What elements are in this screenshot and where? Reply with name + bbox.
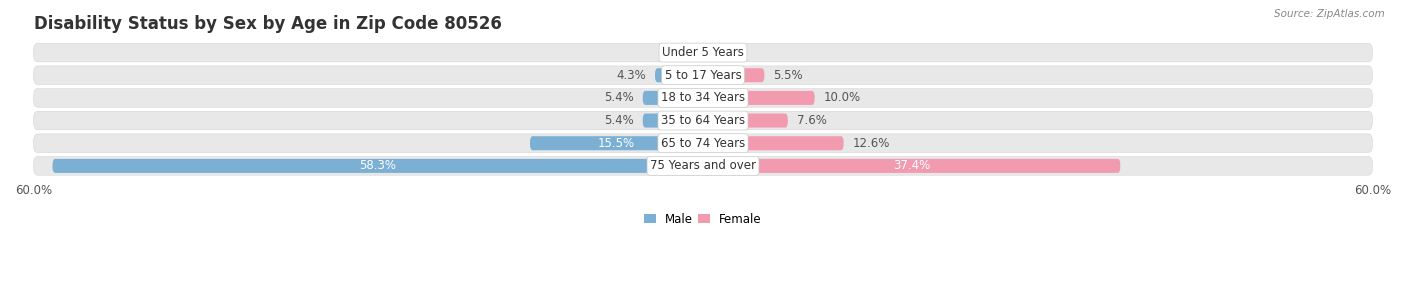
Text: 18 to 34 Years: 18 to 34 Years bbox=[661, 92, 745, 104]
FancyBboxPatch shape bbox=[52, 159, 703, 173]
FancyBboxPatch shape bbox=[34, 66, 1372, 85]
Text: 65 to 74 Years: 65 to 74 Years bbox=[661, 137, 745, 150]
FancyBboxPatch shape bbox=[655, 68, 703, 82]
FancyBboxPatch shape bbox=[703, 159, 1121, 173]
Legend: Male, Female: Male, Female bbox=[640, 208, 766, 230]
Text: 5.5%: 5.5% bbox=[773, 69, 803, 82]
FancyBboxPatch shape bbox=[643, 113, 703, 128]
Text: 7.6%: 7.6% bbox=[797, 114, 827, 127]
FancyBboxPatch shape bbox=[703, 113, 787, 128]
Text: 5.4%: 5.4% bbox=[605, 114, 634, 127]
FancyBboxPatch shape bbox=[34, 111, 1372, 130]
Text: 0.0%: 0.0% bbox=[665, 46, 695, 59]
Text: 35 to 64 Years: 35 to 64 Years bbox=[661, 114, 745, 127]
FancyBboxPatch shape bbox=[530, 136, 703, 150]
Text: 58.3%: 58.3% bbox=[360, 159, 396, 172]
FancyBboxPatch shape bbox=[34, 43, 1372, 62]
Text: 75 Years and over: 75 Years and over bbox=[650, 159, 756, 172]
FancyBboxPatch shape bbox=[703, 68, 765, 82]
FancyBboxPatch shape bbox=[34, 157, 1372, 175]
Text: Disability Status by Sex by Age in Zip Code 80526: Disability Status by Sex by Age in Zip C… bbox=[34, 15, 502, 33]
FancyBboxPatch shape bbox=[703, 91, 814, 105]
Text: 0.0%: 0.0% bbox=[711, 46, 741, 59]
Text: Under 5 Years: Under 5 Years bbox=[662, 46, 744, 59]
FancyBboxPatch shape bbox=[34, 134, 1372, 153]
Text: 15.5%: 15.5% bbox=[598, 137, 636, 150]
Text: 37.4%: 37.4% bbox=[893, 159, 931, 172]
Text: 12.6%: 12.6% bbox=[852, 137, 890, 150]
Text: 10.0%: 10.0% bbox=[824, 92, 860, 104]
Text: 4.3%: 4.3% bbox=[616, 69, 647, 82]
FancyBboxPatch shape bbox=[703, 136, 844, 150]
FancyBboxPatch shape bbox=[34, 88, 1372, 107]
FancyBboxPatch shape bbox=[643, 91, 703, 105]
Text: 5.4%: 5.4% bbox=[605, 92, 634, 104]
Text: 5 to 17 Years: 5 to 17 Years bbox=[665, 69, 741, 82]
Text: Source: ZipAtlas.com: Source: ZipAtlas.com bbox=[1274, 9, 1385, 19]
